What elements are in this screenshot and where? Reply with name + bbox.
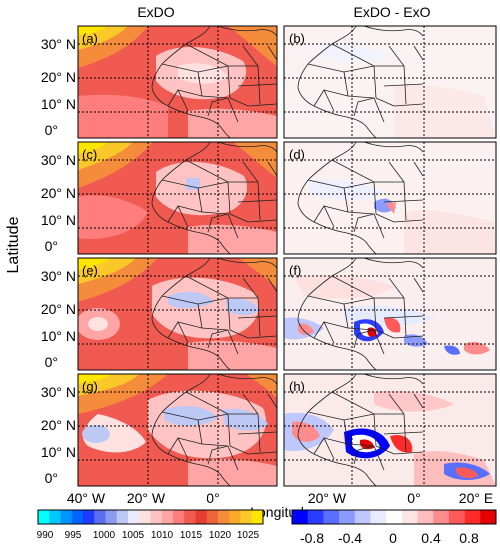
cbar-left-tick-990: 990 <box>37 530 54 541</box>
cbar-left-swatch-8 <box>128 510 140 524</box>
cbar-left-swatch-12 <box>173 510 185 524</box>
column-title-left: ExDO <box>137 4 174 20</box>
panel-label-f: (f) <box>289 263 301 278</box>
cbar-left-tick-1020: 1020 <box>209 530 232 541</box>
cbar-left-swatch-17 <box>229 510 241 524</box>
cbar-left-swatch-9 <box>139 510 151 524</box>
cbar-left-swatch-2 <box>60 510 73 524</box>
panel-label-g: (g) <box>82 379 98 394</box>
cbar-left-swatch-16 <box>218 510 230 524</box>
cbar-left-swatch-0 <box>38 510 50 524</box>
cbar-left-tick-1000: 1000 <box>93 530 116 541</box>
panel-h <box>283 373 497 487</box>
cbar-right-tick-m08: -0.8 <box>300 530 324 546</box>
panel-label-h: (h) <box>289 379 305 394</box>
cbar-left-swatch-15 <box>206 510 219 524</box>
cbar-right-swatch-1 <box>307 510 324 524</box>
cbar-right-swatch-4 <box>354 510 371 524</box>
cbar-left-swatch-18 <box>240 510 253 524</box>
panel-g <box>77 373 278 487</box>
cbar-left-tick-995: 995 <box>65 530 82 541</box>
lon-tick-20w-left: 20° W <box>127 490 166 506</box>
cbar-left-swatch-5 <box>94 510 106 524</box>
cbar-left-tick-1025: 1025 <box>237 530 260 541</box>
lat-tick-10n-r3: 10° N <box>41 328 76 344</box>
cbar-left-swatch-4 <box>83 510 95 524</box>
cbar-right-tick-08: 0.8 <box>459 530 479 546</box>
cbar-right-tick-04: 0.4 <box>421 530 441 546</box>
cbar-right-swatch-11 <box>464 510 481 524</box>
colorbar-left <box>38 510 264 524</box>
lat-tick-30n-r2: 30° N <box>41 152 76 168</box>
panel-label-e: (e) <box>82 263 98 278</box>
cbar-right-swatch-3 <box>339 510 356 524</box>
lat-tick-0-r4: 0° <box>45 470 58 486</box>
cbar-left-swatch-7 <box>116 510 129 524</box>
cbar-right-swatch-0 <box>292 510 308 524</box>
lon-tick-0-right: 0° <box>407 490 420 506</box>
panel-label-b: (b) <box>289 31 305 46</box>
cbar-left-tick-1010: 1010 <box>151 530 174 541</box>
lat-tick-0-r3: 0° <box>45 354 58 370</box>
cbar-left-swatch-1 <box>49 510 61 524</box>
panel-e <box>77 257 278 371</box>
lat-tick-20n-r1: 20° N <box>41 69 76 85</box>
panel-b <box>283 25 497 139</box>
cbar-left-swatch-3 <box>71 510 84 524</box>
lat-tick-10n-r1: 10° N <box>41 96 76 112</box>
lon-tick-0-left: 0° <box>206 490 219 506</box>
cbar-right-swatch-2 <box>323 510 340 524</box>
cbar-left-swatch-14 <box>195 510 208 524</box>
cbar-right-swatch-7 <box>401 510 418 524</box>
panel-label-c: (c) <box>82 147 97 162</box>
cbar-right-swatch-6 <box>386 510 403 524</box>
lat-tick-0-r1: 0° <box>45 122 58 138</box>
lon-tick-20e: 20° E <box>459 490 493 506</box>
panel-c <box>77 141 278 255</box>
panel-label-a: (a) <box>82 31 98 46</box>
panel-label-d: (d) <box>289 147 305 162</box>
lat-tick-30n-r3: 30° N <box>41 268 76 284</box>
cbar-left-swatch-11 <box>161 510 174 524</box>
column-title-right: ExDO - ExO <box>353 4 430 20</box>
cbar-left-swatch-6 <box>105 510 118 524</box>
lat-tick-0-r2: 0° <box>45 238 58 254</box>
lat-tick-30n-r4: 30° N <box>41 384 76 400</box>
cbar-right-swatch-5 <box>370 510 387 524</box>
lon-tick-40w: 40° W <box>67 490 106 506</box>
cbar-right-swatch-10 <box>448 510 465 524</box>
cbar-right-swatch-9 <box>433 510 450 524</box>
lon-tick-20w-right: 20° W <box>308 490 347 506</box>
lat-tick-10n-r4: 10° N <box>41 444 76 460</box>
cbar-left-tick-1015: 1015 <box>180 530 203 541</box>
cbar-right-swatch-8 <box>417 510 434 524</box>
panel-d <box>283 141 497 255</box>
lat-tick-10n-r2: 10° N <box>41 212 76 228</box>
lat-tick-20n-r3: 20° N <box>41 301 76 317</box>
colorbar-right <box>292 510 497 524</box>
cbar-left-swatch-13 <box>184 510 196 524</box>
cbar-left-swatch-10 <box>150 510 163 524</box>
lat-tick-30n-r1: 30° N <box>41 36 76 52</box>
panel-f <box>283 257 497 371</box>
lat-tick-20n-r2: 20° N <box>41 185 76 201</box>
y-axis-label: Latitude <box>5 216 22 273</box>
cbar-right-swatch-12 <box>480 510 497 524</box>
cbar-left-swatch-19 <box>251 510 264 524</box>
cbar-right-tick-0: 0 <box>389 530 397 546</box>
cbar-right-tick-m04: -0.4 <box>338 530 362 546</box>
cbar-left-tick-1005: 1005 <box>122 530 145 541</box>
lat-tick-20n-r4: 20° N <box>41 417 76 433</box>
panel-a <box>77 25 278 139</box>
